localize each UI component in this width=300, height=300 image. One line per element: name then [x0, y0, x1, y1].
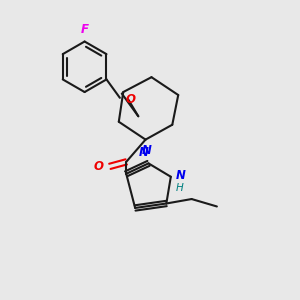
Text: O: O: [125, 93, 135, 106]
Text: H: H: [176, 183, 184, 193]
Text: F: F: [81, 23, 88, 36]
Text: N: N: [139, 146, 149, 159]
Text: N: N: [176, 169, 186, 182]
Text: O: O: [93, 160, 103, 173]
Text: N: N: [142, 144, 152, 157]
